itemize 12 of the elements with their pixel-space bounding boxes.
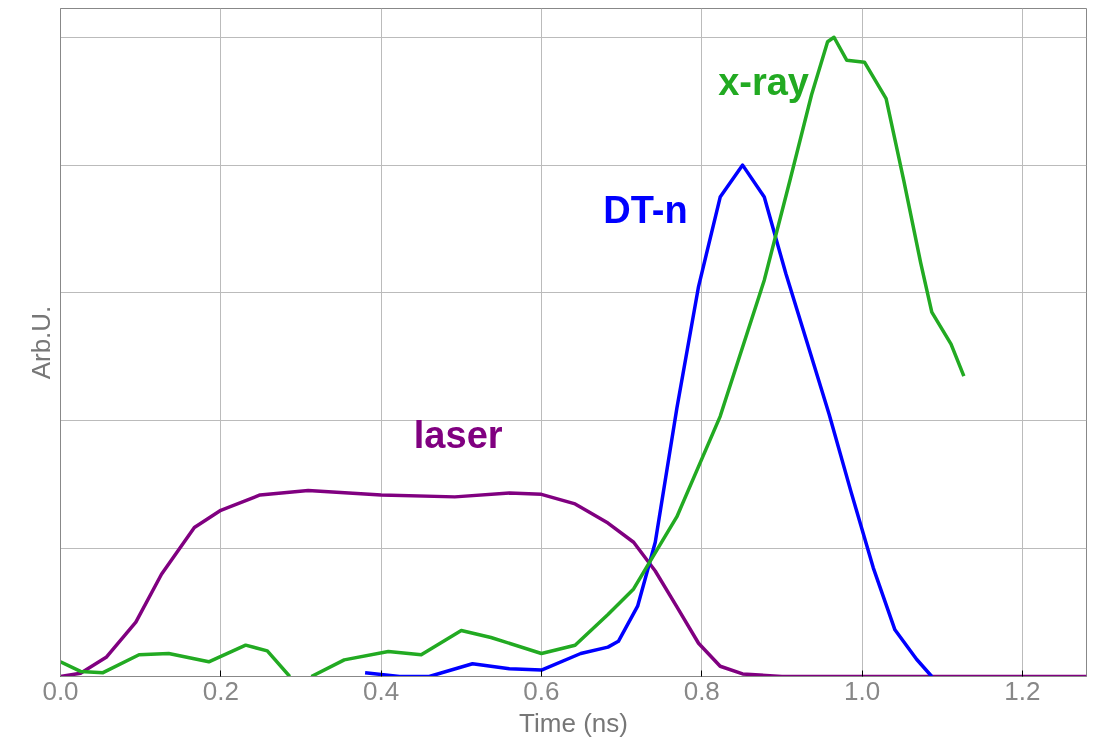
series-label: laser xyxy=(413,414,503,457)
series-label: x-ray xyxy=(718,61,810,104)
x-tick-label: 0.8 xyxy=(683,675,720,706)
x-axis-title: Time (ns) xyxy=(519,707,628,738)
series-label: DT-n xyxy=(603,189,688,232)
x-tick-label: 1.2 xyxy=(1004,675,1041,706)
x-tick-label: 0.2 xyxy=(202,675,239,706)
x-tick-label: 0.0 xyxy=(42,675,79,706)
x-tick-label: 1.0 xyxy=(843,675,881,706)
y-axis-title: Arb.U. xyxy=(25,305,56,380)
x-tick-label: 0.4 xyxy=(363,675,400,706)
x-tick-label: 0.6 xyxy=(523,675,560,706)
